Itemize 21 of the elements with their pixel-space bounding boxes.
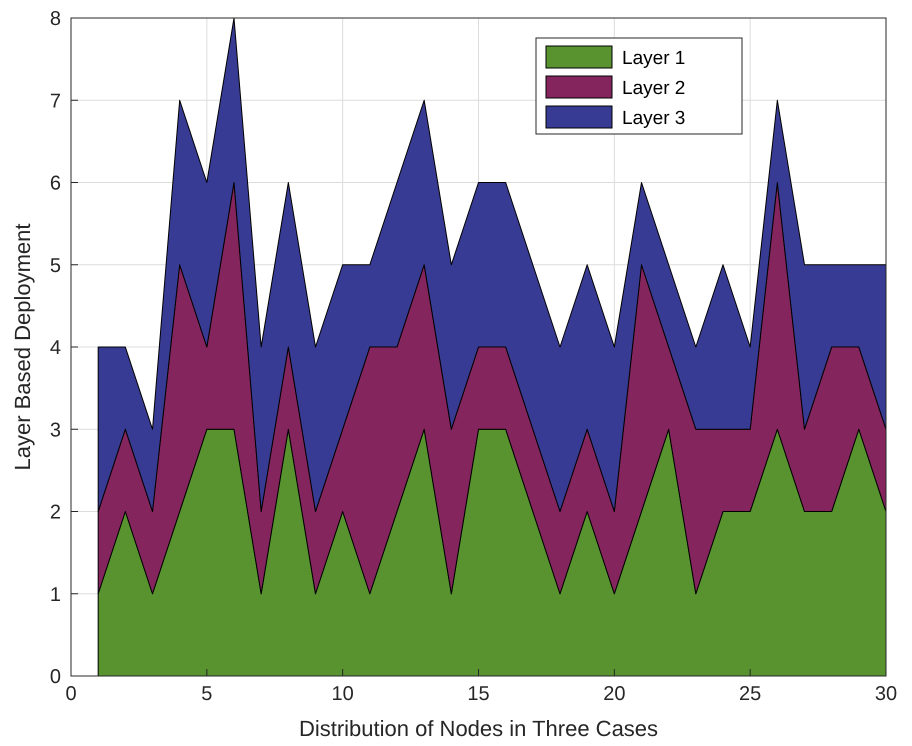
x-tick-label: 0 (65, 683, 77, 705)
legend-label: Layer 1 (622, 48, 686, 69)
y-tick-label: 0 (50, 666, 61, 688)
y-tick-label: 4 (50, 337, 61, 359)
x-tick-label: 5 (201, 683, 212, 705)
x-tick-label: 10 (332, 683, 354, 705)
legend-label: Layer 3 (622, 108, 686, 129)
x-axis-title: Distribution of Nodes in Three Cases (298, 716, 658, 741)
x-tick-label: 25 (739, 683, 762, 705)
y-axis-title: Layer Based Deployment (10, 223, 35, 471)
x-tick-label: 30 (874, 683, 898, 705)
x-tick-label: 20 (603, 683, 626, 705)
y-tick-label: 2 (50, 502, 61, 524)
y-tick-label: 6 (50, 172, 61, 194)
y-tick-label: 3 (50, 419, 61, 442)
legend-label: Layer 2 (622, 78, 686, 99)
y-tick-label: 8 (50, 8, 61, 30)
x-tick-label: 15 (467, 683, 490, 705)
y-tick-label: 1 (50, 584, 61, 606)
y-tick-label: 7 (50, 90, 61, 112)
y-tick-label: 5 (50, 254, 61, 277)
